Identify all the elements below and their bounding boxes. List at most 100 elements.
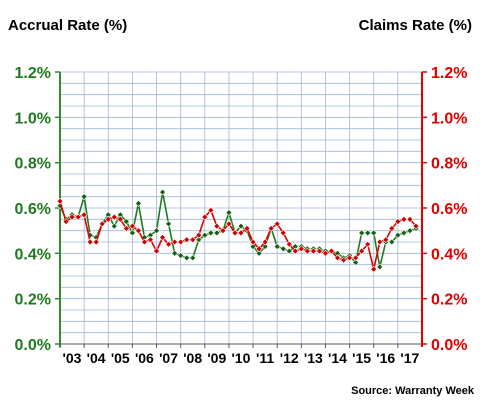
claims-rate-point [316, 247, 323, 255]
claims-rate-point [394, 218, 402, 226]
accrual-rate-point [165, 220, 173, 228]
claims-rate-point [364, 240, 372, 248]
accrual-rate-point [406, 227, 414, 235]
claims-rate-point [406, 215, 414, 223]
claims-rate-point [141, 238, 148, 246]
left-axis-title: Accrual Rate (%) [8, 17, 127, 34]
left-tick-label: 0.8% [15, 156, 51, 173]
right-tick-label: 1.0% [431, 110, 467, 127]
claims-rate-point [231, 229, 239, 237]
accrual-rate-point [255, 249, 263, 257]
accrual-rate-point [128, 229, 136, 237]
accrual-rate-point [122, 218, 130, 226]
claims-rate-point [370, 265, 378, 273]
right-axis-title: Claims Rate (%) [359, 17, 472, 34]
accrual-rate-point [394, 231, 402, 239]
data-series [56, 188, 420, 273]
claims-rate-point [68, 213, 76, 221]
accrual-rate-point [249, 243, 257, 250]
accrual-rate-series [56, 188, 420, 271]
claims-rate-point [400, 215, 408, 223]
left-tick-label: 0.4% [15, 246, 51, 263]
claims-rate-point [98, 220, 106, 228]
accrual-rate-point [376, 263, 384, 271]
claims-rate-point [56, 197, 64, 205]
x-tick-label: '12 [280, 350, 299, 366]
claims-rate-point [207, 206, 215, 214]
source-note: Source: Warranty Week [351, 385, 475, 397]
right-tick-label: 1.2% [431, 65, 467, 82]
claims-rate-point [80, 211, 88, 219]
claims-rate-point [237, 229, 245, 237]
claims-rate-point [352, 254, 360, 262]
claims-rate-point [116, 215, 124, 223]
x-tick-label: '05 [111, 350, 130, 366]
x-tick-label: '04 [87, 350, 106, 366]
claims-rate-point [309, 247, 317, 255]
claims-rate-point [328, 247, 335, 255]
claims-rate-point [92, 238, 100, 246]
axes [55, 71, 427, 348]
accrual-rate-point [201, 231, 209, 239]
accrual-rate-point [237, 222, 245, 230]
claims-rate-point [382, 236, 390, 244]
claims-rate-point [261, 238, 269, 246]
x-tick-label: '13 [304, 350, 323, 366]
claims-rate-point [74, 213, 82, 221]
x-tick-label: '03 [63, 350, 82, 366]
accrual-rate-point [364, 229, 372, 237]
x-tick-label: '14 [328, 350, 347, 366]
left-tick-label: 0.2% [15, 292, 51, 309]
claims-rate-point [291, 247, 299, 255]
claims-rate-point [213, 222, 221, 230]
x-tick-label: '09 [207, 350, 226, 366]
accrual-rate-point [153, 227, 160, 235]
claims-rate-point [273, 220, 281, 228]
accrual-rate-point [400, 229, 408, 237]
accrual-rate-point [213, 229, 221, 237]
accrual-rate-point [110, 222, 118, 230]
accrual-rate-point [135, 200, 142, 207]
accrual-rate-point [279, 245, 287, 253]
accrual-rate-point [189, 254, 197, 262]
claims-rate-point [285, 240, 293, 248]
accrual-rate-point [195, 236, 203, 244]
right-tick-label: 0.4% [431, 246, 467, 263]
claims-rate-point [322, 249, 329, 257]
left-tick-label: 0.6% [15, 201, 51, 218]
claims-rate-point [110, 213, 118, 221]
claims-rate-point [104, 215, 112, 223]
claims-rate-point [243, 224, 251, 232]
accrual-rate-point [159, 188, 166, 196]
claims-rate-point [183, 236, 191, 244]
right-tick-label: 0.2% [431, 292, 467, 309]
accrual-rate-point [261, 243, 269, 250]
accrual-rate-point [388, 238, 396, 246]
claims-rate-point [376, 238, 384, 246]
left-tick-label: 0.0% [15, 337, 51, 354]
right-tick-label: 0.6% [431, 201, 467, 218]
claims-rate-point [334, 254, 341, 262]
claims-rate-point [135, 227, 142, 235]
claims-rate-point [189, 236, 197, 244]
claims-rate-point [346, 254, 354, 262]
claims-rate-point [225, 220, 233, 228]
claims-rate-point [358, 247, 366, 255]
right-tick-label: 0.0% [431, 337, 467, 354]
x-tick-label: '16 [376, 350, 395, 366]
claims-rate-point [219, 227, 227, 235]
claims-rate-point [388, 224, 396, 232]
claims-rate-point [267, 224, 275, 232]
claims-rate-point [412, 222, 420, 230]
gridlines [59, 71, 423, 345]
accrual-rate-line [59, 191, 417, 268]
claims-rate-point [153, 247, 160, 255]
claims-rate-point [195, 231, 203, 239]
claims-rate-point [340, 256, 347, 264]
x-tick-label: '10 [231, 350, 250, 366]
claims-rate-point [159, 234, 166, 241]
x-tick-label: '17 [400, 350, 419, 366]
claims-rate-point [62, 218, 70, 226]
claims-rate-point [249, 238, 257, 246]
